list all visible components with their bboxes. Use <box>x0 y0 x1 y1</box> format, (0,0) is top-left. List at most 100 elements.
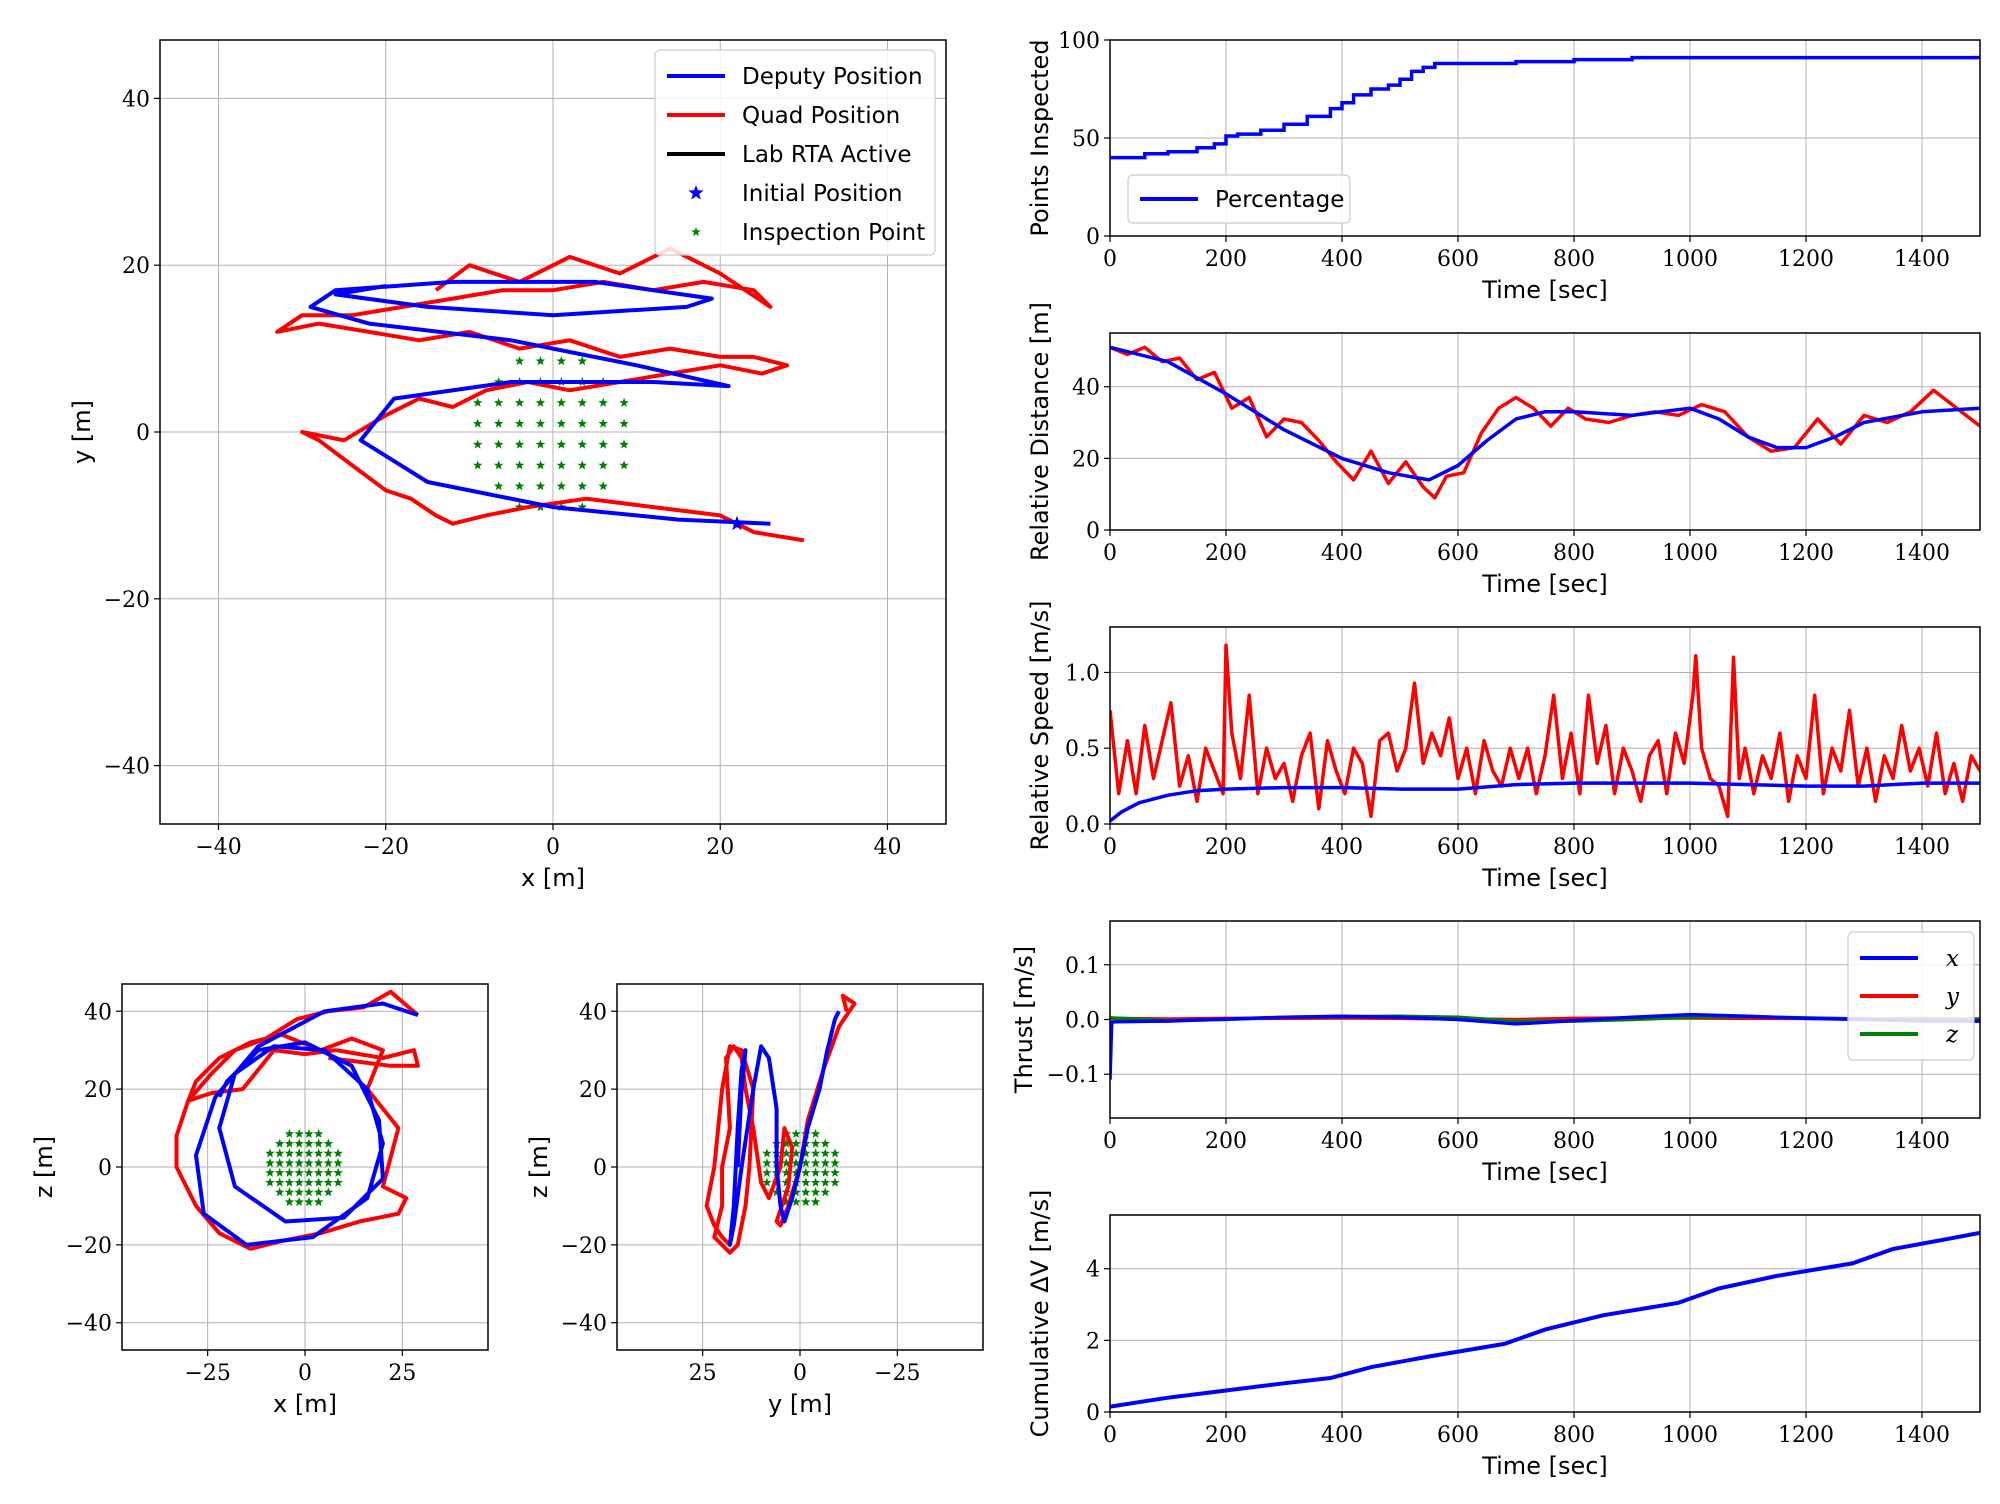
inspection-point-marker <box>294 1167 304 1177</box>
y-tick-label: 40 <box>84 1000 112 1025</box>
inspection-point-marker <box>791 1128 801 1138</box>
inspection-point-marker <box>294 1177 304 1187</box>
panel-thrust: 0 200 400 600 800 1000 1200 1400 −0.1 0.0 0.1 Time … <box>1010 920 1981 1186</box>
inspection-point-marker <box>810 1177 821 1187</box>
percentage-line <box>1110 55 1980 160</box>
inspection-point-marker <box>514 418 525 428</box>
x-tick-label: 800 <box>1553 1423 1595 1448</box>
inspection-point-marker <box>304 1177 314 1187</box>
inspection-point-marker <box>265 1158 275 1168</box>
inspection-point-marker <box>323 1138 334 1148</box>
legend-frame <box>1127 174 1351 224</box>
x-tick-label: 1000 <box>1662 1423 1718 1448</box>
inspection-point-marker <box>810 1138 821 1148</box>
x-tick-label: 0 <box>793 1361 807 1386</box>
axes-frame <box>616 983 984 1351</box>
x-tick-label: 800 <box>1553 1129 1595 1154</box>
panel-xz: −25 0 25 −40 −20 0 20 40 x [m] z [m] <box>30 983 489 1418</box>
inspection-point-marker <box>810 1197 821 1207</box>
inspection-point-marker <box>294 1197 304 1207</box>
y-tick-label: 0 <box>1086 519 1100 544</box>
inspection-point-marker <box>313 1197 324 1207</box>
x-tick-label: 1200 <box>1778 1423 1834 1448</box>
inspection-point-marker <box>830 1177 840 1187</box>
x-tick-label: 40 <box>873 835 901 860</box>
inspection-point-marker <box>556 439 567 449</box>
inspection-point-marker <box>791 1167 801 1177</box>
y-tick-label: −0.1 <box>1047 1063 1100 1088</box>
inspection-point-marker <box>323 1148 334 1158</box>
legend-label: Percentage <box>1215 187 1344 213</box>
inspection-point-marker <box>577 356 587 366</box>
x-tick-label: 600 <box>1437 247 1479 272</box>
inspection-point-marker <box>535 356 546 366</box>
y-axis-label: y [m] <box>68 400 96 464</box>
x-tick-label: 1200 <box>1778 1129 1834 1154</box>
x-axis-label: Time [sec] <box>1481 570 1608 598</box>
inspection-point-marker <box>323 1177 334 1187</box>
x-tick-label: 600 <box>1437 835 1479 860</box>
inspection-point-marker <box>598 481 608 491</box>
y-tick-label: 0.1 <box>1065 954 1100 979</box>
inspection-point-marker <box>830 1148 840 1158</box>
y-axis-label: Points Inspected <box>1026 39 1054 236</box>
inspection-point-marker <box>781 1177 792 1187</box>
inspection-point-marker <box>284 1158 295 1168</box>
panel-speed: 0 200 400 600 800 1000 1200 1400 0.0 0.5 1.0 Time [… <box>1026 601 1981 892</box>
y-tick-label: −20 <box>66 1234 112 1259</box>
x-tick-label: 20 <box>706 835 734 860</box>
inspection-point-marker <box>577 460 587 470</box>
inspection-point-marker <box>810 1128 821 1138</box>
inspection-point-marker <box>535 418 546 428</box>
y-tick-label: −20 <box>104 588 150 613</box>
x-tick-label: 0 <box>1103 1423 1117 1448</box>
inspection-point-marker <box>791 1187 801 1197</box>
inspection-point-marker <box>294 1138 304 1148</box>
y-tick-label: −20 <box>561 1234 607 1259</box>
y-tick-label: 0.0 <box>1065 1009 1100 1034</box>
panel-xy: −40 −20 0 20 40 −40 −20 0 20 40 x [m] y [m] Deputy P… <box>68 39 947 892</box>
x-axis-label: Time [sec] <box>1481 1158 1608 1186</box>
y-tick-label: −40 <box>104 755 150 780</box>
y-axis-label: z [m] <box>525 1136 553 1198</box>
y-tick-label: 0 <box>136 421 150 446</box>
inspection-point-marker <box>820 1167 831 1177</box>
inspection-point-marker <box>493 439 504 449</box>
inspection-point-marker <box>265 1177 275 1187</box>
legend: Deputy Position Quad Position Lab RTA Acti… <box>654 49 936 256</box>
inspection-point-marker <box>791 1148 801 1158</box>
inspection-points <box>265 1128 343 1207</box>
y-tick-label: 0 <box>1086 225 1100 250</box>
inspection-point-marker <box>304 1158 314 1168</box>
inspection-point-marker <box>556 460 567 470</box>
panel-deltav: 0 200 400 600 800 1000 1200 1400 0 2 4 Time [sec] Cu… <box>1026 1190 1981 1480</box>
x-tick-label: 1200 <box>1778 541 1834 566</box>
x-tick-label: 1400 <box>1894 247 1950 272</box>
inspection-point-marker <box>304 1148 314 1158</box>
quad-position-line <box>275 246 805 543</box>
y-tick-label: 20 <box>122 254 150 279</box>
inspection-point-marker <box>598 439 608 449</box>
inspection-point-marker <box>274 1148 285 1158</box>
quad-position-line <box>174 989 420 1251</box>
inspection-point-marker <box>535 439 546 449</box>
deputy-line <box>1110 345 1980 482</box>
inspection-point-marker <box>781 1197 792 1207</box>
inspection-point-marker <box>473 460 483 470</box>
x-tick-label: 1400 <box>1894 835 1950 860</box>
inspection-point-marker <box>514 460 525 470</box>
y-tick-label: 100 <box>1058 29 1100 54</box>
inspection-point-marker <box>577 502 587 512</box>
y-tick-label: 20 <box>579 1078 607 1103</box>
inspection-point-marker <box>304 1138 314 1148</box>
inspection-point-marker <box>493 418 504 428</box>
axes-frame <box>159 39 947 825</box>
delta-v-line <box>1110 1230 1980 1409</box>
inspection-point-marker <box>820 1138 831 1148</box>
inspection-point-marker <box>781 1167 792 1177</box>
plot-area-points <box>1110 55 1980 160</box>
inspection-point-marker <box>820 1148 831 1158</box>
inspection-point-marker <box>514 439 525 449</box>
x-tick-label: 200 <box>1205 1129 1247 1154</box>
inspection-point-marker <box>274 1167 285 1177</box>
